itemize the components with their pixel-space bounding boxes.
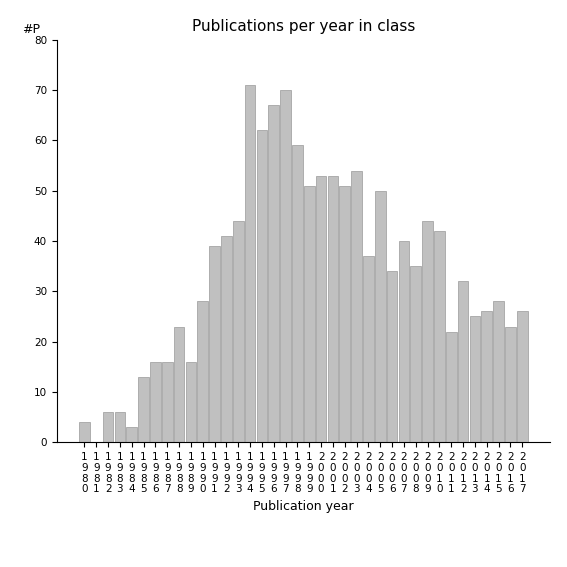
Bar: [469, 316, 480, 442]
Bar: [257, 130, 267, 442]
Bar: [387, 271, 397, 442]
Bar: [233, 221, 244, 442]
X-axis label: Publication year: Publication year: [253, 500, 354, 513]
Bar: [268, 105, 279, 442]
Bar: [209, 246, 220, 442]
Bar: [245, 85, 255, 442]
Bar: [505, 327, 516, 442]
Bar: [517, 311, 527, 442]
Bar: [138, 377, 149, 442]
Bar: [103, 412, 113, 442]
Bar: [493, 302, 504, 442]
Text: #P: #P: [22, 23, 40, 36]
Bar: [316, 176, 327, 442]
Bar: [185, 362, 196, 442]
Bar: [126, 427, 137, 442]
Bar: [280, 90, 291, 442]
Bar: [422, 221, 433, 442]
Title: Publications per year in class: Publications per year in class: [192, 19, 415, 35]
Bar: [150, 362, 161, 442]
Bar: [328, 176, 338, 442]
Bar: [79, 422, 90, 442]
Bar: [197, 302, 208, 442]
Bar: [340, 185, 350, 442]
Bar: [411, 266, 421, 442]
Bar: [399, 241, 409, 442]
Bar: [446, 332, 456, 442]
Bar: [292, 145, 303, 442]
Bar: [304, 185, 315, 442]
Bar: [352, 171, 362, 442]
Bar: [162, 362, 172, 442]
Bar: [375, 191, 386, 442]
Bar: [481, 311, 492, 442]
Bar: [363, 256, 374, 442]
Bar: [434, 231, 445, 442]
Bar: [458, 281, 468, 442]
Bar: [221, 236, 232, 442]
Bar: [115, 412, 125, 442]
Bar: [174, 327, 184, 442]
